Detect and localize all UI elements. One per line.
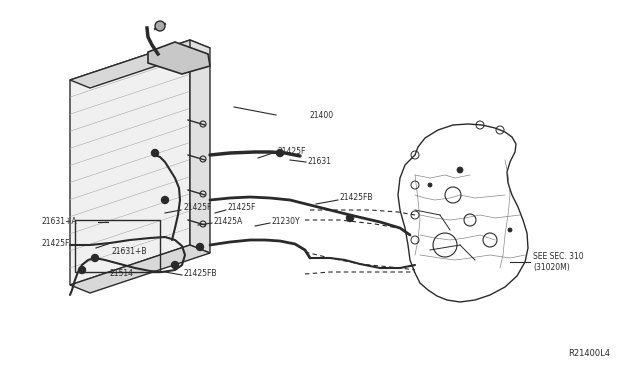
Polygon shape <box>148 42 210 74</box>
Circle shape <box>79 266 86 273</box>
Text: 21425FB: 21425FB <box>184 269 218 278</box>
Text: 21425F: 21425F <box>228 202 257 212</box>
Text: 21425A: 21425A <box>214 217 243 225</box>
Circle shape <box>172 262 179 269</box>
Circle shape <box>508 228 512 232</box>
Text: 21425F: 21425F <box>42 240 70 248</box>
Text: 21514: 21514 <box>109 269 133 279</box>
Polygon shape <box>190 40 210 253</box>
Text: 21425FB: 21425FB <box>340 192 374 202</box>
Text: 21631: 21631 <box>308 157 332 167</box>
Text: R21400L4: R21400L4 <box>568 349 610 358</box>
Text: 21400: 21400 <box>310 110 334 119</box>
Text: 21230Y: 21230Y <box>272 217 301 225</box>
Text: 21425F: 21425F <box>183 202 211 212</box>
Circle shape <box>161 196 168 203</box>
Circle shape <box>457 167 463 173</box>
Circle shape <box>152 150 159 157</box>
Circle shape <box>428 183 432 187</box>
Text: 21631+A: 21631+A <box>42 218 77 227</box>
Circle shape <box>346 215 353 221</box>
Text: 21425F: 21425F <box>278 148 307 157</box>
Polygon shape <box>70 40 210 88</box>
Circle shape <box>276 150 284 157</box>
Polygon shape <box>70 40 190 285</box>
Circle shape <box>196 244 204 250</box>
Polygon shape <box>70 245 210 293</box>
Text: SEE SEC. 310
(31020M): SEE SEC. 310 (31020M) <box>533 252 584 272</box>
Circle shape <box>155 21 165 31</box>
Text: 21631+B: 21631+B <box>112 247 147 257</box>
Circle shape <box>92 254 99 262</box>
